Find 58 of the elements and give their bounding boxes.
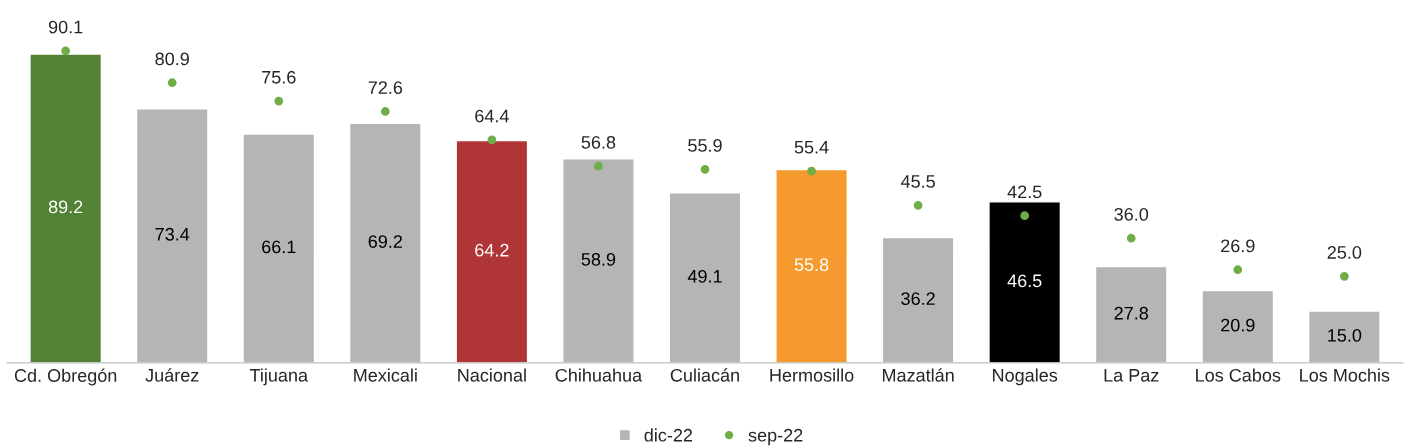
bar — [29, 53, 103, 363]
data-label: 90.1 — [48, 20, 83, 34]
x-tick-label: Juárez — [145, 368, 199, 382]
x-tick-label: Mazatlán — [882, 368, 954, 382]
x-tick-label: La Paz — [1104, 369, 1159, 382]
data-label: 58.9 — [581, 252, 616, 266]
data-label: 66.1 — [262, 240, 296, 254]
data-label: 73.4 — [155, 227, 190, 241]
data-label: 64.4 — [475, 109, 509, 123]
data-label: 49.1 — [687, 269, 722, 283]
x-tick-label: Tijuana — [249, 368, 309, 386]
x-tick-label: Nacional — [458, 368, 526, 382]
data-label: 55.8 — [794, 258, 829, 272]
x-tick-label: Hermosillo — [770, 368, 854, 382]
x-tick-label: Mexicali — [354, 368, 417, 382]
bar — [988, 201, 1062, 363]
point — [487, 135, 497, 145]
point — [274, 96, 284, 106]
data-label: 64.2 — [475, 243, 509, 257]
point — [380, 107, 390, 116]
data-label: 46.5 — [1007, 274, 1042, 288]
x-tick-label: Cd. Obregón — [14, 368, 117, 386]
point — [1020, 211, 1030, 221]
x-tick-label: Culiacán — [670, 368, 739, 382]
data-label: 20.9 — [1221, 318, 1255, 332]
data-label: 45.5 — [900, 175, 935, 188]
data-label: 80.9 — [155, 52, 189, 66]
data-label: 26.9 — [1221, 239, 1255, 253]
data-label: 72.6 — [368, 81, 403, 95]
point — [594, 161, 603, 171]
point — [1233, 265, 1243, 275]
data-label: 36.2 — [901, 292, 935, 306]
data-label: 42.5 — [1007, 185, 1042, 199]
data-label: 55.9 — [688, 139, 722, 152]
bar — [775, 168, 848, 363]
data-label: 75.6 — [262, 70, 296, 84]
x-tick-label: Los Mochis — [1300, 368, 1390, 382]
x-tick-label: Los Cabos — [1196, 368, 1281, 382]
legend-label: dic-22 — [644, 428, 693, 442]
data-label: 55.4 — [794, 140, 829, 154]
point — [1126, 233, 1136, 243]
point — [913, 200, 923, 210]
x-tick-label: Chihuahua — [555, 368, 643, 382]
point — [700, 164, 710, 174]
data-label: 25.0 — [1327, 246, 1362, 259]
point — [167, 78, 177, 88]
data-label: 15.0 — [1328, 328, 1362, 342]
point — [61, 46, 71, 56]
data-label: 27.8 — [1114, 306, 1149, 320]
data-label: 89.2 — [48, 200, 83, 214]
point — [807, 166, 816, 176]
point — [1339, 271, 1349, 281]
x-tick-label: Nogales — [993, 368, 1058, 386]
data-label: 56.8 — [581, 135, 616, 149]
legend-label: sep-22 — [748, 428, 803, 446]
data-label: 36.0 — [1114, 207, 1149, 221]
data-label: 69.2 — [368, 235, 402, 248]
bar — [455, 139, 529, 363]
